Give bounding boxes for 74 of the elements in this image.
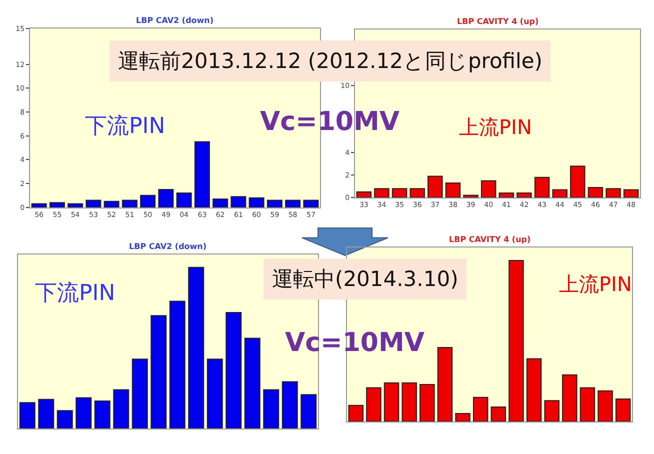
chart-title: LBP CAVITY 4 (up) bbox=[457, 17, 539, 26]
bar bbox=[606, 188, 621, 198]
bar bbox=[410, 188, 425, 198]
annotation: 下流PIN bbox=[35, 281, 116, 306]
bar bbox=[570, 166, 586, 198]
bar bbox=[285, 200, 301, 208]
bar bbox=[140, 194, 156, 208]
bar bbox=[206, 358, 223, 428]
bar bbox=[516, 192, 532, 198]
chart-title: LBP CAV2 (down) bbox=[136, 16, 214, 25]
bar bbox=[615, 398, 631, 422]
bar bbox=[463, 194, 478, 198]
annotation: Vc=10MV bbox=[285, 328, 424, 358]
annotation: 下流PIN bbox=[85, 114, 166, 139]
bar bbox=[132, 358, 148, 428]
bar bbox=[158, 188, 174, 208]
bar bbox=[169, 300, 186, 428]
bar bbox=[188, 266, 204, 428]
bar bbox=[49, 202, 65, 208]
bar bbox=[356, 191, 372, 198]
bar bbox=[384, 382, 400, 422]
bar bbox=[244, 338, 260, 428]
bar bbox=[420, 384, 435, 422]
bar bbox=[526, 358, 542, 422]
bar bbox=[580, 387, 596, 422]
bar bbox=[226, 312, 242, 428]
annotation: 運転中(2014.3.10) bbox=[272, 267, 458, 291]
bar bbox=[374, 188, 390, 198]
bar bbox=[150, 315, 167, 428]
bar bbox=[230, 196, 246, 208]
annotation: Vc=10MV bbox=[260, 107, 400, 137]
bar bbox=[598, 390, 613, 422]
bar bbox=[534, 176, 550, 198]
chart-title: LBP CAV2 (down) bbox=[129, 242, 207, 251]
bar bbox=[348, 404, 364, 422]
bar bbox=[508, 260, 524, 422]
bar bbox=[472, 396, 488, 422]
bar bbox=[588, 186, 604, 198]
bar bbox=[498, 192, 514, 198]
bar bbox=[480, 180, 496, 198]
bar bbox=[56, 410, 73, 428]
bar bbox=[263, 389, 280, 428]
bar bbox=[455, 412, 470, 422]
bar bbox=[248, 197, 264, 208]
bar bbox=[445, 182, 461, 198]
bar bbox=[303, 200, 319, 208]
bar bbox=[490, 406, 506, 422]
bar bbox=[623, 189, 639, 198]
bar bbox=[266, 200, 282, 208]
bar bbox=[392, 188, 408, 198]
bar bbox=[300, 394, 317, 428]
bar bbox=[402, 382, 417, 422]
bar bbox=[562, 374, 578, 422]
bar bbox=[86, 200, 102, 208]
bar bbox=[122, 200, 138, 208]
annotation: 運転前2013.12.12 (2012.12と同じprofile) bbox=[118, 49, 542, 73]
bar bbox=[19, 402, 36, 428]
bar bbox=[38, 398, 54, 428]
chart-title: LBP CAVITY 4 (up) bbox=[449, 235, 531, 244]
bar bbox=[552, 189, 568, 198]
bar bbox=[176, 192, 192, 208]
bar bbox=[94, 400, 110, 428]
bar bbox=[366, 387, 382, 422]
bar bbox=[437, 346, 453, 422]
bar bbox=[428, 176, 443, 198]
bar bbox=[282, 381, 298, 428]
bar bbox=[104, 200, 120, 208]
bar bbox=[544, 400, 560, 422]
bar bbox=[212, 198, 228, 208]
annotation: 上流PIN bbox=[459, 115, 532, 139]
annotation: 上流PIN bbox=[559, 272, 632, 296]
bar bbox=[194, 141, 210, 208]
bar bbox=[76, 397, 92, 428]
bar bbox=[113, 389, 130, 428]
